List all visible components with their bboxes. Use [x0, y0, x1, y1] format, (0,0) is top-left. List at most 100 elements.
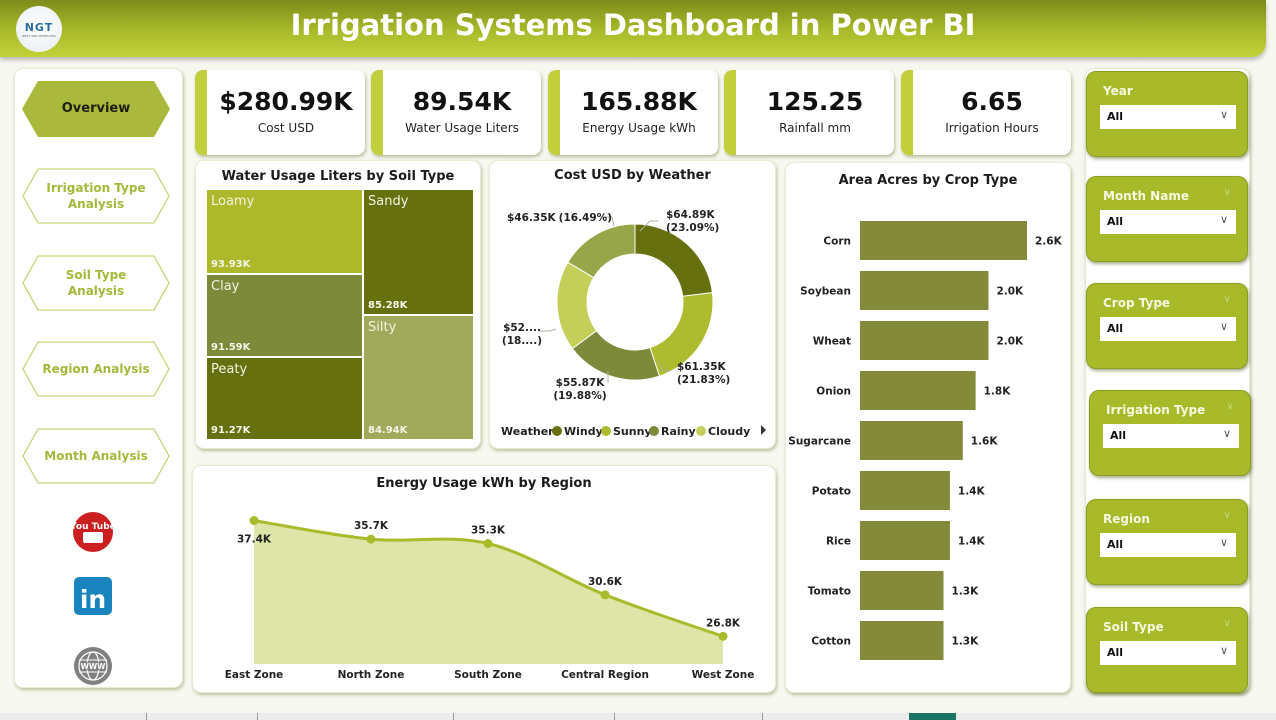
- slicer-dropdown[interactable]: All ∨: [1103, 424, 1239, 448]
- donut-value-label: $46.35K: [507, 212, 557, 224]
- treemap-tile-label: Sandy: [368, 194, 409, 209]
- youtube-link[interactable]: You Tube: [72, 511, 114, 553]
- legend-item-windy[interactable]: Windy: [564, 425, 603, 438]
- page-tab-divider: [614, 713, 615, 720]
- bar-category-label: Soybean: [800, 286, 851, 298]
- slicer-selected-value: All: [1107, 322, 1124, 335]
- donut-pct-label: (21.83%): [677, 374, 730, 386]
- bar-cotton[interactable]: [860, 621, 944, 660]
- nav-button-irrigation-type-analysis[interactable]: Irrigation Type Analysis: [20, 166, 172, 226]
- bar-category-label: Corn: [823, 236, 851, 248]
- bar-category-label: Onion: [816, 386, 851, 398]
- area-point-west-zone[interactable]: [718, 631, 728, 641]
- slicer-selected-value: All: [1107, 110, 1124, 123]
- bar-category-label: Tomato: [808, 586, 851, 598]
- active-page-tab[interactable]: [909, 713, 956, 720]
- treemap-tile-sandy[interactable]: Sandy 85.28K: [364, 190, 473, 314]
- legend-title: Weather: [501, 425, 554, 438]
- kpi-label: Cost USD: [257, 121, 315, 135]
- website-link[interactable]: WWW: [72, 645, 114, 687]
- kpi-value: $280.99K: [219, 87, 353, 116]
- kpi-accent-bar: [195, 70, 207, 155]
- ngt-logo: NGT NEXT GEN TEMPLATES: [16, 6, 62, 52]
- donut-leader-line: [540, 328, 557, 332]
- donut-slice-windy[interactable]: [634, 223, 713, 297]
- bar-corn[interactable]: [860, 221, 1027, 260]
- chevron-down-icon: ∨: [1219, 536, 1228, 549]
- slicer-dropdown[interactable]: All ∨: [1100, 210, 1236, 234]
- bar-onion[interactable]: [860, 371, 976, 410]
- page-tab-divider: [146, 713, 147, 720]
- chevron-down-icon: ∨: [1219, 644, 1228, 657]
- bar-soybean[interactable]: [860, 271, 989, 310]
- www-text: WWW: [81, 662, 107, 671]
- legend-item-rainy[interactable]: Rainy: [661, 425, 696, 438]
- slicer-header-chevron-icon[interactable]: ∨: [1223, 618, 1231, 629]
- legend-item-cloudy[interactable]: Cloudy: [708, 425, 750, 438]
- donut-title: Cost USD by Weather: [554, 168, 711, 183]
- kpi-accent-bar: [724, 70, 736, 155]
- hexagon-shape: [22, 428, 170, 484]
- bar-category-label: Sugarcane: [788, 436, 851, 448]
- chevron-down-icon: ∨: [1219, 213, 1228, 226]
- chevron-down-icon: ∨: [1219, 108, 1228, 121]
- area-data-label: 35.7K: [354, 520, 389, 532]
- slicer-dropdown[interactable]: All ∨: [1100, 317, 1236, 341]
- slicer-header-chevron-icon[interactable]: ∨: [1223, 187, 1231, 198]
- slicer-dropdown[interactable]: All ∨: [1100, 533, 1236, 557]
- bar-sugarcane[interactable]: [860, 421, 963, 460]
- donut-data-label: $46.35K (16.49%): [507, 212, 612, 224]
- legend-item-sunny[interactable]: Sunny: [613, 425, 652, 438]
- kpi-value: 6.65: [961, 87, 1023, 116]
- area-point-north-zone[interactable]: [366, 534, 376, 544]
- treemap-tile-silty[interactable]: Silty 84.94K: [364, 315, 473, 439]
- kpi-label: Water Usage Liters: [405, 121, 519, 135]
- area-point-south-zone[interactable]: [483, 538, 493, 548]
- slicer-header-chevron-icon[interactable]: ∨: [1223, 510, 1231, 521]
- donut-panel: Cost USD by Weather $64.89K (23.09%) $61.3…: [489, 160, 776, 449]
- treemap-tile-label: Silty: [368, 319, 397, 335]
- legend-marker-rainy: [649, 426, 659, 436]
- slicer-dropdown[interactable]: All ∨: [1100, 641, 1236, 665]
- nav-button-month-analysis[interactable]: Month Analysis: [20, 426, 172, 486]
- bar-potato[interactable]: [860, 471, 950, 510]
- area-chart: 37.4K East Zone 35.7K North Zone 35.3K South …: [225, 516, 754, 681]
- area-title: Energy Usage kWh by Region: [376, 476, 592, 491]
- treemap-tile-loamy[interactable]: Loamy 93.93K: [207, 190, 362, 274]
- page-title: Irrigation Systems Dashboard in Power BI: [290, 8, 976, 42]
- page-tab-divider: [762, 713, 763, 720]
- x-axis-tick-label: Central Region: [561, 669, 649, 681]
- bar-wheat[interactable]: [860, 321, 989, 360]
- nav-button-overview[interactable]: Overview: [20, 79, 172, 139]
- slicer-title: Year: [1103, 84, 1133, 98]
- treemap-tile-clay[interactable]: Clay 91.59K: [207, 275, 362, 357]
- linkedin-link[interactable]: in: [72, 575, 114, 617]
- treemap-tile-peaty[interactable]: Peaty 91.27K: [207, 358, 362, 439]
- bar-rice[interactable]: [860, 521, 950, 560]
- kpi-accent-bar: [548, 70, 560, 155]
- nav-button-soil-type-analysis[interactable]: Soil Type Analysis: [20, 253, 172, 313]
- slicer-region: Region ∨ All ∨: [1086, 499, 1248, 585]
- bar-tomato[interactable]: [860, 571, 944, 610]
- kpi-card: 125.25 Rainfall mm: [724, 70, 894, 155]
- logo-subtext: NEXT GEN TEMPLATES: [22, 33, 56, 38]
- donut-value-label: $55.87K: [556, 377, 606, 389]
- nav-button-label: Month Analysis: [44, 449, 148, 463]
- slicer-dropdown[interactable]: All ∨: [1100, 105, 1236, 129]
- donut-pct-label: (19.88%): [553, 390, 606, 402]
- slicer-header-chevron-icon[interactable]: ∨: [1226, 401, 1234, 412]
- slicer-header-chevron-icon[interactable]: ∨: [1223, 294, 1231, 305]
- donut-slice-other[interactable]: [567, 223, 636, 279]
- donut-chart: $64.89K(23.09%) $61.35K(21.83%) $55.87K(19…: [501, 209, 766, 438]
- treemap-title: Water Usage Liters by Soil Type: [221, 169, 455, 184]
- area-point-east-zone[interactable]: [249, 516, 259, 526]
- kpi-accent-bar: [901, 70, 913, 155]
- bar-title: Area Acres by Crop Type: [838, 173, 1018, 188]
- area-point-central-region[interactable]: [600, 590, 610, 600]
- treemap-tile-value: 85.28K: [368, 299, 408, 311]
- nav-button-region-analysis[interactable]: Region Analysis: [20, 339, 172, 399]
- legend-next-arrow-icon[interactable]: [761, 425, 766, 435]
- slicer-crop-type: Crop Type ∨ All ∨: [1086, 283, 1248, 369]
- bar-value-label: 1.3K: [952, 636, 980, 648]
- hexagon-shape: [22, 341, 170, 397]
